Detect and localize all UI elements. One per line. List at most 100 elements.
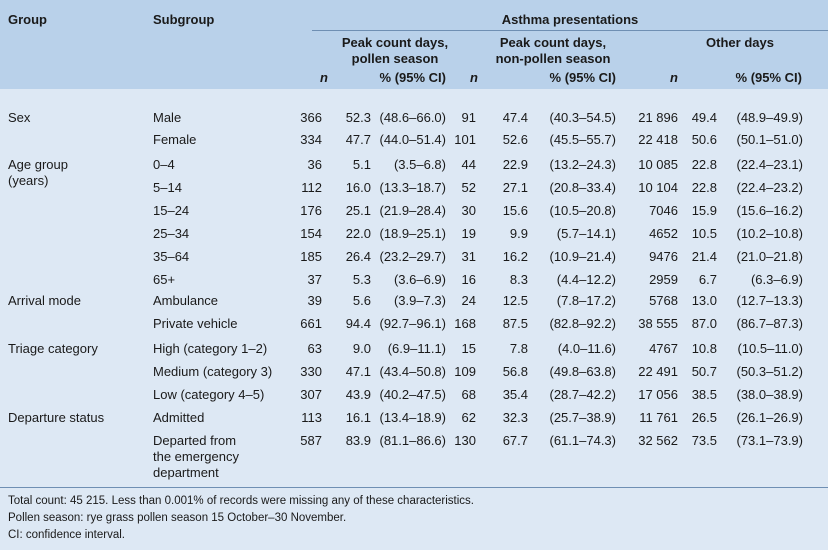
cell-sub: 5–14 — [153, 180, 182, 195]
cell-ci3: (6.3–6.9) — [750, 272, 803, 287]
cell-n3: 9476 — [649, 249, 678, 264]
cell-ci1: (92.7–96.1) — [379, 316, 447, 331]
cell-p3: 10.5 — [691, 226, 717, 241]
cell-ci3: (50.3–51.2) — [736, 364, 804, 379]
cell-ci1: (6.9–11.1) — [387, 341, 446, 356]
cell-group: Arrival mode — [8, 293, 81, 308]
cell-ci3: (10.5–11.0) — [737, 341, 803, 356]
cell-p2: 32.3 — [502, 410, 528, 425]
cell-p3: 21.4 — [691, 249, 717, 264]
cell-n1: 112 — [301, 180, 322, 195]
cell-n3: 21 896 — [638, 110, 678, 125]
cell-n1: 587 — [300, 433, 322, 448]
cell-n3: 5768 — [649, 293, 678, 308]
cell-group: Departure status — [8, 410, 105, 425]
cell-n3: 4652 — [649, 226, 678, 241]
footnote-ci: CI: confidence interval. — [8, 529, 125, 541]
footnote-total: Total count: 45 215. Less than 0.001% of… — [8, 495, 474, 507]
cell-p1: 5.6 — [352, 293, 371, 308]
cell-sub: Low (category 4–5) — [153, 387, 265, 402]
cell-n3: 11 761 — [639, 410, 678, 425]
cell-p1: 16.0 — [345, 180, 371, 195]
cell-ci3: (22.4–23.2) — [736, 180, 804, 195]
footnote-pollen-season: Pollen season: rye grass pollen season 1… — [8, 512, 347, 524]
cell-ci2: (4.0–11.6) — [557, 341, 616, 356]
cell-ci1: (13.3–18.7) — [379, 180, 447, 195]
cell-ci2: (10.9–21.4) — [549, 249, 617, 264]
cell-ci1: (81.1–86.6) — [379, 433, 447, 448]
cell-ci2: (25.7–38.9) — [549, 410, 617, 425]
cell-n1: 330 — [300, 364, 322, 379]
header-asthma-presentations: Asthma presentations — [501, 12, 639, 27]
cell-ci3: (12.7–13.3) — [736, 293, 804, 308]
cell-p2: 12.5 — [502, 293, 528, 308]
cell-p2: 56.8 — [502, 364, 528, 379]
cell-ci1: (3.5–6.8) — [393, 157, 446, 172]
cell-ci1: (3.9–7.3) — [393, 293, 446, 308]
cell-n2: 16 — [461, 272, 476, 287]
footer-rule — [0, 487, 828, 488]
cell-n2: 130 — [454, 433, 476, 448]
cell-p2: 9.9 — [509, 226, 528, 241]
cell-n1: 37 — [307, 272, 322, 287]
cell-ci3: (50.1–51.0) — [736, 132, 804, 147]
cell-ci2: (61.1–74.3) — [549, 433, 617, 448]
cell-ci3: (86.7–87.3) — [736, 316, 804, 331]
cell-ci2: (20.8–33.4) — [549, 180, 617, 195]
header-col3: Other days — [706, 35, 774, 50]
header-pct3: % (95% CI) — [735, 70, 802, 85]
cell-p2: 87.5 — [502, 316, 528, 331]
cell-n1: 661 — [300, 316, 322, 331]
header-pct2: % (95% CI) — [549, 70, 616, 85]
cell-p3: 15.9 — [691, 203, 717, 218]
cell-ci2: (5.7–14.1) — [556, 226, 616, 241]
cell-sub: Female — [153, 132, 197, 147]
cell-p1: 47.7 — [345, 132, 371, 147]
cell-p1: 94.4 — [345, 316, 371, 331]
cell-p1: 26.4 — [345, 249, 371, 264]
cell-n3: 7046 — [649, 203, 678, 218]
cell-ci2: (45.5–55.7) — [549, 132, 617, 147]
cell-p1: 5.1 — [352, 157, 371, 172]
cell-p3: 87.0 — [691, 316, 717, 331]
cell-p3: 50.6 — [691, 132, 717, 147]
cell-n3: 2959 — [649, 272, 678, 287]
cell-p2: 22.9 — [502, 157, 528, 172]
cell-n1: 307 — [300, 387, 322, 402]
cell-ci2: (49.8–63.8) — [549, 364, 617, 379]
header-group: Group — [8, 12, 47, 27]
cell-n1: 185 — [300, 249, 322, 264]
cell-n1: 334 — [300, 132, 322, 147]
cell-p3: 22.8 — [691, 180, 717, 195]
cell-n2: 30 — [461, 203, 476, 218]
cell-ci3: (15.6–16.2) — [736, 203, 804, 218]
cell-p1: 43.9 — [345, 387, 371, 402]
cell-p1: 52.3 — [345, 110, 371, 125]
cell-p1: 83.9 — [345, 433, 371, 448]
cell-ci3: (26.1–26.9) — [736, 410, 804, 425]
cell-p3: 49.4 — [691, 110, 717, 125]
cell-ci2: (4.4–12.2) — [556, 272, 616, 287]
cell-sub: Private vehicle — [153, 316, 238, 331]
cell-n2: 52 — [461, 180, 476, 195]
cell-p1: 9.0 — [352, 341, 371, 356]
header-n2: n — [470, 70, 478, 85]
cell-n3: 38 555 — [638, 316, 678, 331]
cell-n3: 17 056 — [638, 387, 678, 402]
cell-n3: 22 418 — [638, 132, 678, 147]
cell-sub: Medium (category 3) — [153, 364, 273, 379]
cell-sub: 15–24 — [153, 203, 190, 218]
cell-sub: Male — [153, 110, 182, 125]
cell-ci2: (13.2–24.3) — [549, 157, 617, 172]
cell-ci3: (73.1–73.9) — [736, 433, 804, 448]
cell-n1: 154 — [300, 226, 322, 241]
cell-sub: Departed from — [153, 433, 237, 448]
cell-p3: 26.5 — [691, 410, 717, 425]
cell-p2: 47.4 — [502, 110, 528, 125]
cell-n3: 10 104 — [638, 180, 678, 195]
cell-p2: 8.3 — [509, 272, 528, 287]
header-n1: n — [320, 70, 328, 85]
cell-sub: 65+ — [153, 272, 176, 287]
cell-ci1: (44.0–51.4) — [379, 132, 447, 147]
header-col1-line1: Peak count days, — [341, 35, 449, 50]
